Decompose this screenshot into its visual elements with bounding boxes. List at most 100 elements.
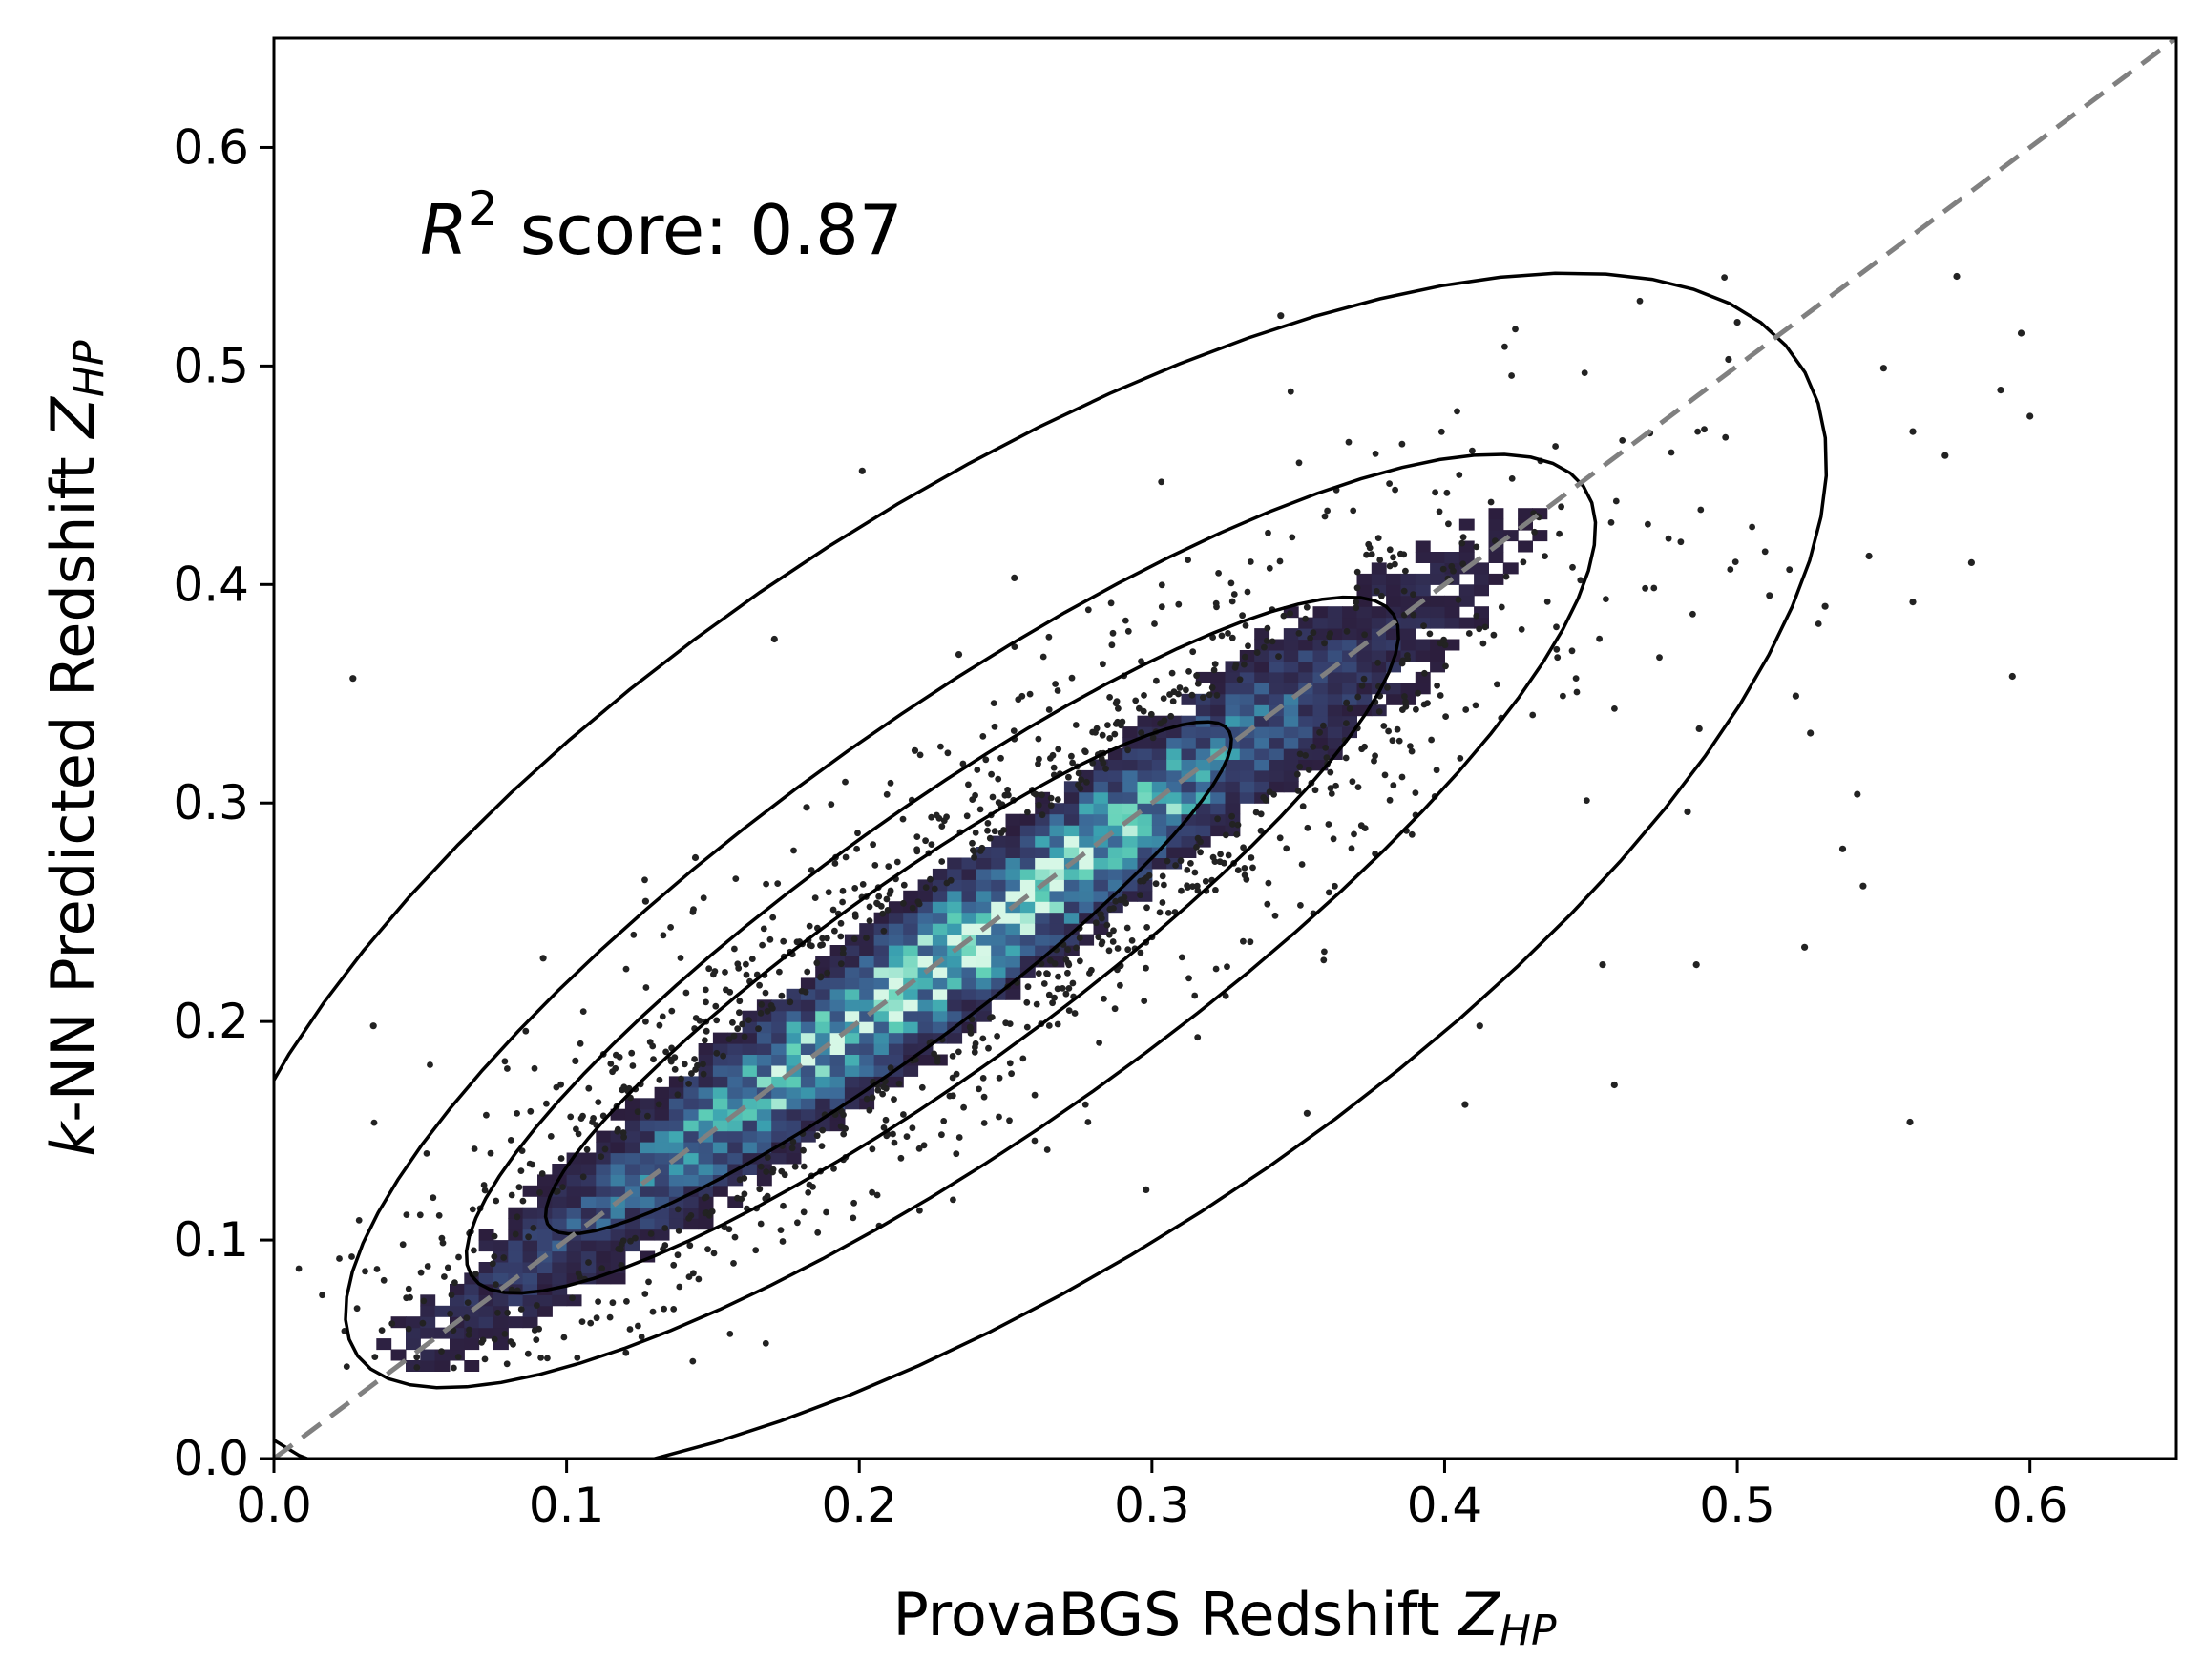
scatter-point xyxy=(705,1211,713,1219)
scatter-point xyxy=(972,830,979,836)
scatter-point xyxy=(1253,649,1261,656)
histogram-bin xyxy=(1269,737,1285,749)
scatter-point xyxy=(887,1064,894,1071)
histogram-bin xyxy=(742,1021,758,1034)
scatter-point xyxy=(891,1139,898,1146)
scatter-point xyxy=(691,1056,698,1062)
scatter-point xyxy=(1412,789,1419,796)
kde-contour-level-1 xyxy=(274,271,1829,1459)
scatter-point xyxy=(573,1125,579,1133)
histogram-bin xyxy=(727,1064,744,1077)
histogram-bin xyxy=(859,1098,875,1110)
scatter-point xyxy=(1293,770,1301,778)
histogram-bin xyxy=(1181,825,1197,837)
histogram-bin xyxy=(1502,562,1519,575)
scatter-point xyxy=(534,1302,540,1309)
histogram-bin xyxy=(1474,584,1489,597)
histogram-bin xyxy=(1371,562,1387,575)
scatter-point xyxy=(869,1094,876,1102)
scatter-point xyxy=(1183,686,1189,694)
scatter-point xyxy=(1397,550,1404,557)
scatter-point xyxy=(903,1133,911,1140)
x-axis-label: ProvaBGS Redshift ZHP xyxy=(892,1580,1557,1655)
histogram-bin xyxy=(698,1086,714,1099)
histogram-bin xyxy=(1019,934,1036,946)
scatter-point xyxy=(1289,534,1296,541)
scatter-point xyxy=(348,1253,355,1260)
histogram-bin xyxy=(566,1174,582,1186)
histogram-bin xyxy=(771,1130,787,1143)
histogram-bin xyxy=(420,1305,436,1317)
histogram-bin xyxy=(683,1130,700,1143)
histogram-bin xyxy=(1254,671,1270,683)
scatter-point xyxy=(764,1007,771,1015)
scatter-point xyxy=(590,1115,597,1122)
scatter-point xyxy=(1577,577,1584,584)
histogram-bin xyxy=(859,1021,875,1034)
histogram-bin xyxy=(1254,781,1270,793)
histogram-bin xyxy=(859,945,875,956)
histogram-bin xyxy=(1327,617,1343,629)
scatter-point xyxy=(980,1120,988,1126)
scatter-point xyxy=(1168,669,1176,677)
histogram-bin xyxy=(1400,682,1416,695)
scatter-point xyxy=(1558,503,1564,511)
scatter-point xyxy=(1107,599,1115,607)
histogram-bin xyxy=(1151,759,1167,771)
scatter-point xyxy=(1240,937,1247,945)
scatter-point xyxy=(1241,661,1248,668)
histogram-bin xyxy=(596,1240,612,1252)
scatter-point xyxy=(1122,617,1129,624)
scatter-point xyxy=(1392,486,1398,494)
scatter-point xyxy=(634,1108,641,1116)
scatter-point xyxy=(487,1149,494,1157)
scatter-point xyxy=(1295,459,1303,467)
histogram-bin xyxy=(1019,857,1036,870)
histogram-bin xyxy=(815,1054,831,1066)
scatter-point xyxy=(731,1233,739,1241)
histogram-bin xyxy=(815,1021,831,1034)
scatter-point xyxy=(1054,1020,1061,1028)
scatter-point xyxy=(1428,736,1435,744)
histogram-bin xyxy=(991,847,1007,858)
scatter-point xyxy=(1045,1022,1053,1029)
histogram-bin xyxy=(712,1185,728,1197)
scatter-point xyxy=(1124,627,1132,635)
scatter-point xyxy=(837,919,845,927)
histogram-bin xyxy=(800,1032,816,1044)
histogram-bin xyxy=(961,966,977,978)
histogram-bin xyxy=(537,1262,553,1273)
histogram-bin xyxy=(1283,628,1299,640)
scatter-point xyxy=(819,1126,827,1134)
histogram-bin xyxy=(815,999,831,1012)
histogram-bin xyxy=(1137,791,1153,804)
histogram-bin xyxy=(1181,791,1197,804)
histogram-bin xyxy=(932,945,948,956)
scatter-point xyxy=(1390,782,1397,789)
scatter-point xyxy=(609,1068,616,1076)
histogram-bin xyxy=(596,1130,612,1143)
scatter-point xyxy=(757,1163,765,1170)
scatter-point xyxy=(1188,691,1196,699)
scatter-point-outlier xyxy=(1997,387,2004,394)
histogram-bin xyxy=(1386,693,1401,705)
scatter-point-outlier xyxy=(1011,574,1018,582)
histogram-bin xyxy=(1518,540,1533,553)
scatter-point xyxy=(1323,754,1331,762)
histogram-bin xyxy=(1225,791,1241,804)
histogram-bin xyxy=(1386,682,1401,695)
histogram-bin xyxy=(991,945,1007,956)
scatter-point xyxy=(480,1182,488,1188)
scatter-point xyxy=(780,937,787,945)
histogram-bin xyxy=(888,1032,904,1044)
scatter-point xyxy=(755,1025,762,1033)
scatter-point xyxy=(741,1033,748,1040)
scatter-point xyxy=(1384,684,1391,691)
histogram-bin xyxy=(1063,835,1080,848)
scatter-point xyxy=(1556,530,1563,537)
histogram-bin xyxy=(1093,769,1109,782)
x-tick-label: 0.4 xyxy=(1407,1478,1483,1533)
histogram-bin xyxy=(961,890,977,902)
scatter-point xyxy=(1472,702,1479,709)
scatter-point xyxy=(1164,910,1172,916)
